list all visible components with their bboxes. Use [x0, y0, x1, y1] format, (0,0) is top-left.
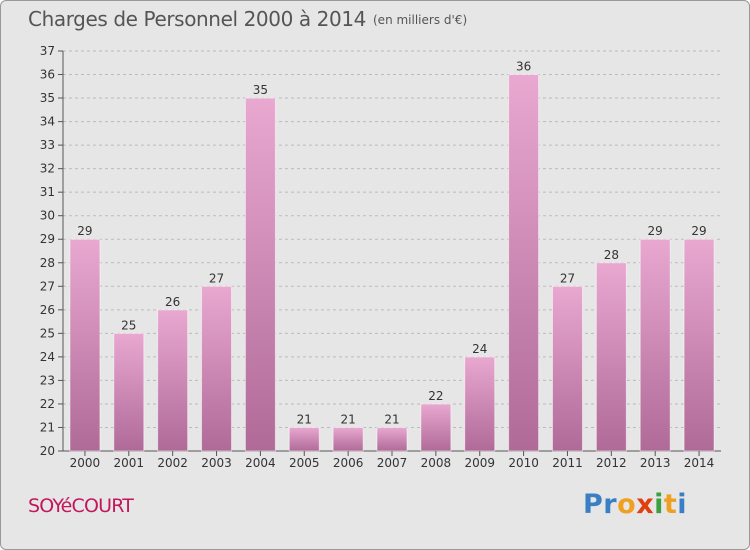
x-tick-label: 2003: [201, 456, 232, 470]
x-tick-label: 2005: [289, 456, 320, 470]
data-label-2004: 35: [253, 83, 268, 97]
bar-2006: [332, 426, 364, 452]
y-tick-label: 21: [40, 420, 55, 434]
data-label-2001: 25: [121, 318, 136, 332]
data-label-2013: 29: [648, 224, 663, 238]
data-label-2003: 27: [209, 271, 224, 285]
x-tick-label: 2013: [640, 456, 671, 470]
y-tick-label: 28: [40, 256, 55, 270]
y-tick-label: 20: [40, 444, 55, 458]
data-label-2007: 21: [384, 412, 399, 426]
y-tick-label: 26: [40, 303, 55, 317]
bar-2012: [595, 262, 627, 452]
y-tick-label: 35: [40, 91, 55, 105]
bar-series: 29 25 26 27 35 21 21 21 22 24 36 27 28 29 29: [69, 60, 715, 452]
bar-2002: [157, 309, 189, 452]
y-tick-label: 29: [40, 232, 55, 246]
y-tick-label: 27: [40, 279, 55, 293]
y-tick-label: 22: [40, 397, 55, 411]
x-tick-label: 2014: [684, 456, 715, 470]
bar-2004: [244, 97, 276, 452]
x-tick-label: 2009: [464, 456, 495, 470]
y-tick-label: 25: [40, 326, 55, 340]
data-label-2010: 36: [516, 60, 531, 74]
data-label-2011: 27: [560, 271, 575, 285]
x-axis: 2000 2001 2002 2003 2004 2005 2006 2007 2008 2009…: [70, 451, 715, 470]
logo-letter: r: [603, 489, 618, 520]
y-tick-label: 33: [40, 138, 55, 152]
bar-2001: [113, 332, 145, 452]
y-tick-label: 37: [40, 44, 55, 58]
data-label-2002: 26: [165, 295, 180, 309]
logo-letter: i: [654, 489, 664, 520]
logo-letter: t: [663, 489, 678, 520]
bar-2003: [201, 285, 233, 452]
y-tick-label: 31: [40, 185, 55, 199]
bar-2014: [683, 238, 715, 452]
chart-subtitle: (en milliers d'€): [373, 13, 468, 27]
y-tick-label: 30: [40, 209, 55, 223]
bar-2008: [420, 403, 452, 452]
bar-2000: [69, 238, 101, 452]
bar-2011: [551, 285, 583, 452]
data-label-2009: 24: [472, 342, 487, 356]
x-tick-label: 2002: [157, 456, 188, 470]
logo-letter: o: [617, 489, 637, 520]
proxiti-logo: Proxiti: [583, 489, 687, 520]
bar-2005: [288, 426, 320, 452]
data-label-2000: 29: [77, 224, 92, 238]
y-tick-label: 36: [40, 68, 55, 82]
y-tick-label: 23: [40, 373, 55, 387]
x-tick-label: 2011: [552, 456, 583, 470]
bar-2013: [639, 238, 671, 452]
bar-2007: [376, 426, 408, 452]
y-tick-label: 32: [40, 162, 55, 176]
bar-2009: [464, 356, 496, 452]
data-label-2006: 21: [340, 412, 355, 426]
data-label-2014: 29: [691, 224, 706, 238]
x-tick-label: 2007: [377, 456, 408, 470]
logo-letter: x: [636, 489, 655, 520]
y-tick-label: 34: [40, 115, 55, 129]
x-tick-label: 2000: [70, 456, 101, 470]
data-label-2008: 22: [428, 389, 443, 403]
logo-letter: i: [677, 489, 688, 520]
logo-letter: P: [583, 489, 604, 520]
x-tick-label: 2010: [508, 456, 539, 470]
x-tick-label: 2008: [421, 456, 452, 470]
data-label-2012: 28: [604, 248, 619, 262]
x-tick-label: 2006: [333, 456, 364, 470]
y-tick-label: 24: [40, 350, 55, 364]
town-name: SOYéCOURT: [28, 495, 134, 517]
bar-2010: [508, 74, 540, 452]
data-label-2005: 21: [297, 412, 312, 426]
chart-title: Charges de Personnel 2000 à 2014: [28, 7, 366, 31]
x-tick-label: 2012: [596, 456, 627, 470]
x-tick-label: 2001: [114, 456, 145, 470]
x-tick-label: 2004: [245, 456, 276, 470]
